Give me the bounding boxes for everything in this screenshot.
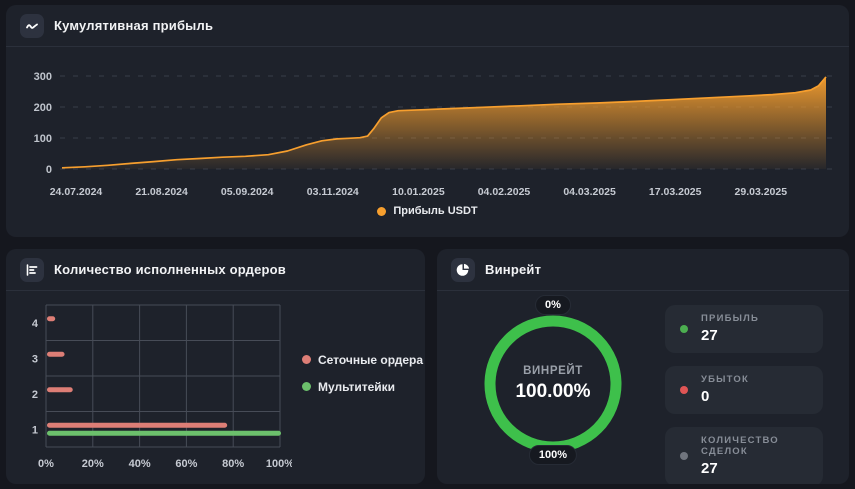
cumulative-profit-chart[interactable]: 0 100 200 300 24.07.2024 21.08.2024 05.09.2024… xyxy=(6,51,849,203)
svg-text:0%: 0% xyxy=(38,458,54,470)
stat-label: ПРИБЫЛЬ xyxy=(701,313,760,324)
panel-title: Винрейт xyxy=(485,262,542,277)
panel-title: Количество исполненных ордеров xyxy=(54,262,286,277)
svg-text:03.11.2024: 03.11.2024 xyxy=(307,186,359,198)
winrate-gauge[interactable]: ВИНРЕЙТ 100.00% 0% 100% xyxy=(463,295,643,467)
svg-text:04.03.2025: 04.03.2025 xyxy=(563,186,616,198)
svg-text:100%: 100% xyxy=(266,458,292,470)
executed-orders-chart[interactable]: 0% 20% 40% 60% 80% 100% 4 3 2 1 xyxy=(14,297,292,479)
loss-dot-icon xyxy=(680,385,688,394)
svg-text:200: 200 xyxy=(34,102,52,114)
stat-value: 0 xyxy=(701,388,710,405)
stat-value: 27 xyxy=(701,460,718,477)
svg-text:60%: 60% xyxy=(175,458,197,470)
svg-text:100: 100 xyxy=(34,133,52,145)
orders-chart-legend: Сеточные ордера Мультитейки xyxy=(302,353,423,394)
svg-text:29.03.2025: 29.03.2025 xyxy=(735,186,788,198)
panel-title: Кумулятивная прибыль xyxy=(54,18,214,33)
svg-text:17.03.2025: 17.03.2025 xyxy=(649,186,702,198)
winrate-donut-chart[interactable] xyxy=(478,309,628,459)
pie-chart-icon xyxy=(451,257,475,282)
line-chart-icon xyxy=(20,13,44,38)
svg-text:40%: 40% xyxy=(129,458,151,470)
stat-card-loss: УБЫТОК 0 xyxy=(665,366,823,414)
trades-dot-icon xyxy=(680,452,688,460)
svg-text:2: 2 xyxy=(32,389,38,401)
gauge-max-badge: 100% xyxy=(528,444,578,465)
stat-value: 27 xyxy=(701,327,718,344)
legend-dot xyxy=(302,382,311,391)
svg-text:300: 300 xyxy=(34,71,52,83)
svg-text:10.01.2025: 10.01.2025 xyxy=(392,186,445,198)
gauge-min-badge: 0% xyxy=(535,295,571,316)
cumulative-profit-header: Кумулятивная прибыль xyxy=(6,5,849,47)
stat-label: КОЛИЧЕСТВО СДЕЛОК xyxy=(701,435,779,457)
svg-text:24.07.2024: 24.07.2024 xyxy=(50,186,103,198)
winrate-content: ВИНРЕЙТ 100.00% 0% 100% ПРИБЫЛЬ 27 УБЫТО… xyxy=(437,291,849,484)
legend-item-profit-usdt[interactable]: Прибыль USDT xyxy=(377,205,478,217)
legend-label: Прибыль USDT xyxy=(393,205,478,217)
legend-item-multitakes[interactable]: Мультитейки xyxy=(302,380,423,394)
legend-dot xyxy=(377,206,387,216)
cumulative-profit-panel: Кумулятивная прибыль 0 100 200 300 24.07.202… xyxy=(6,5,849,237)
svg-text:20%: 20% xyxy=(82,458,104,470)
legend-dot xyxy=(302,355,311,364)
svg-text:3: 3 xyxy=(32,353,38,365)
profit-dot-icon xyxy=(680,324,688,333)
svg-text:05.09.2024: 05.09.2024 xyxy=(221,186,274,198)
svg-text:0: 0 xyxy=(46,164,52,176)
legend-item-grid-orders[interactable]: Сеточные ордера xyxy=(302,353,423,367)
executed-orders-content: 0% 20% 40% 60% 80% 100% 4 3 2 1 Сеточные ордера М… xyxy=(6,291,425,479)
svg-text:1: 1 xyxy=(32,424,38,436)
svg-text:21.08.2024: 21.08.2024 xyxy=(135,186,188,198)
winrate-stats: ПРИБЫЛЬ 27 УБЫТОК 0 КОЛИЧЕСТВО СДЕЛОК 27 xyxy=(665,305,823,484)
svg-text:04.02.2025: 04.02.2025 xyxy=(478,186,531,198)
legend-label: Сеточные ордера xyxy=(318,352,424,367)
winrate-header: Винрейт xyxy=(437,249,849,291)
executed-orders-header: Количество исполненных ордеров xyxy=(6,249,425,291)
stat-label: УБЫТОК xyxy=(701,374,749,385)
svg-text:4: 4 xyxy=(32,318,39,330)
cumulative-chart-legend: Прибыль USDT xyxy=(6,205,849,217)
stat-card-trades-count: КОЛИЧЕСТВО СДЕЛОК 27 xyxy=(665,427,823,484)
executed-orders-panel: Количество исполненных ордеров 0% 20% 40% 6… xyxy=(6,249,425,484)
winrate-panel: Винрейт ВИНРЕЙТ 100.00% 0% 100% ПРИБЫЛЬ … xyxy=(437,249,849,484)
legend-label: Мультитейки xyxy=(318,379,396,394)
svg-text:80%: 80% xyxy=(222,458,244,470)
stat-card-profit: ПРИБЫЛЬ 27 xyxy=(665,305,823,353)
bar-chart-icon xyxy=(20,257,44,282)
